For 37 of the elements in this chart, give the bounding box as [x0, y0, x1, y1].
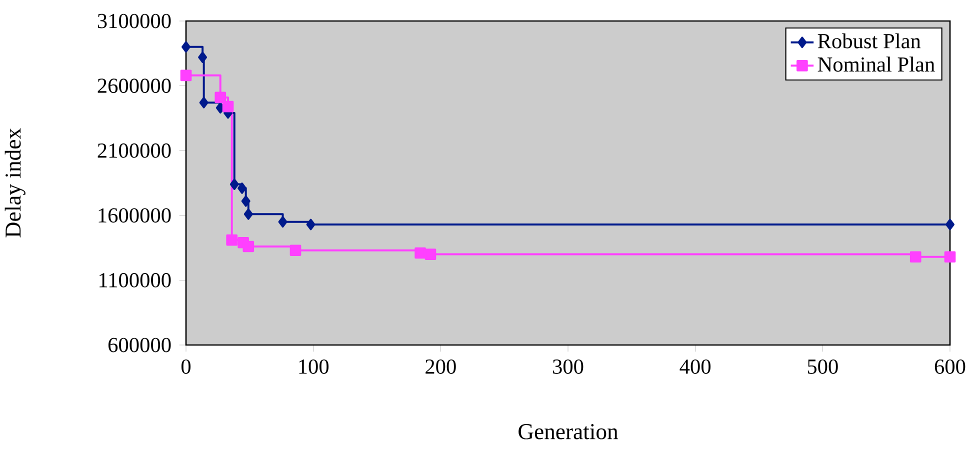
point [244, 208, 253, 220]
x-tick-label: 500 [808, 359, 838, 374]
point [180, 70, 192, 82]
legend-label: Nominal Plan [818, 56, 935, 72]
point [910, 251, 922, 263]
x-tick-label: 100 [299, 359, 329, 374]
point [222, 100, 234, 112]
y-axis-title: Delay index [4, 128, 26, 238]
point [199, 96, 208, 108]
x-tick-label: 0 [181, 359, 191, 374]
point [238, 182, 247, 194]
point [945, 218, 954, 230]
point [414, 247, 426, 259]
point [230, 178, 239, 190]
point [424, 248, 436, 260]
y-tick-label: 1100000 [100, 273, 171, 288]
x-tick-label: 400 [680, 359, 711, 374]
y-tick-label: 1600000 [98, 208, 171, 223]
point [278, 216, 288, 228]
point [214, 92, 226, 104]
x-tick-label: 300 [553, 359, 584, 374]
point [241, 195, 250, 207]
legend-label: Robust Plan [818, 33, 921, 48]
point [306, 218, 316, 230]
x-axis-title: Generation [518, 424, 618, 440]
y-tick-label: 3100000 [98, 14, 171, 28]
point [290, 244, 302, 256]
point [226, 234, 238, 246]
point [944, 251, 956, 263]
x-tick-label: 600 [934, 359, 966, 374]
x-tick-label: 200 [426, 359, 456, 374]
y-tick-label: 2100000 [98, 143, 171, 158]
point [182, 41, 191, 53]
y-tick-label: 600000 [108, 338, 171, 352]
y-tick-label: 2600000 [98, 78, 171, 93]
point [242, 240, 254, 252]
point [198, 52, 208, 63]
